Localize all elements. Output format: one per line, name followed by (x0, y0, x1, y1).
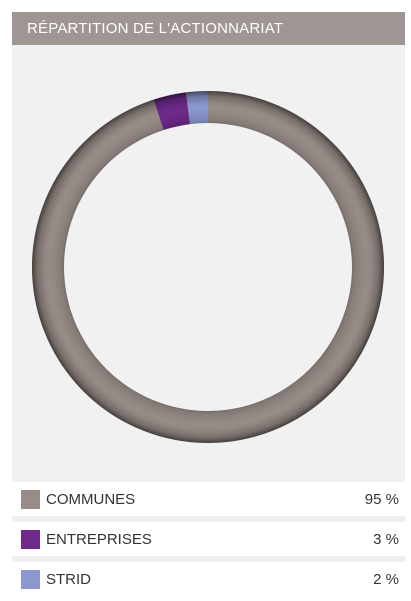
donut-chart (31, 91, 384, 443)
legend-divider (12, 556, 405, 562)
chart-header: RÉPARTITION DE L'ACTIONNARIAT (12, 12, 405, 45)
legend-swatch-entreprises (21, 529, 40, 549)
legend-label: COMMUNES (46, 490, 136, 508)
legend-label: STRID (46, 570, 91, 588)
legend-value: 95 % (364, 490, 399, 508)
legend-item-entreprises: ENTREPRISES 3 % (12, 522, 405, 556)
chart-title: RÉPARTITION DE L'ACTIONNARIAT (27, 20, 284, 37)
donut-ring-shading (32, 91, 384, 443)
legend-swatch-communes (21, 489, 40, 509)
legend-label: ENTREPRISES (46, 530, 152, 548)
legend-item-communes: COMMUNES 95 % (12, 482, 405, 516)
legend: COMMUNES 95 % ENTREPRISES 3 % STRID 2 % (12, 482, 405, 596)
chart-area (12, 45, 405, 482)
legend-value: 3 % (373, 530, 399, 548)
legend-value: 2 % (373, 570, 399, 588)
legend-divider (12, 516, 405, 522)
legend-item-strid: STRID 2 % (12, 562, 405, 596)
legend-swatch-strid (21, 569, 40, 589)
